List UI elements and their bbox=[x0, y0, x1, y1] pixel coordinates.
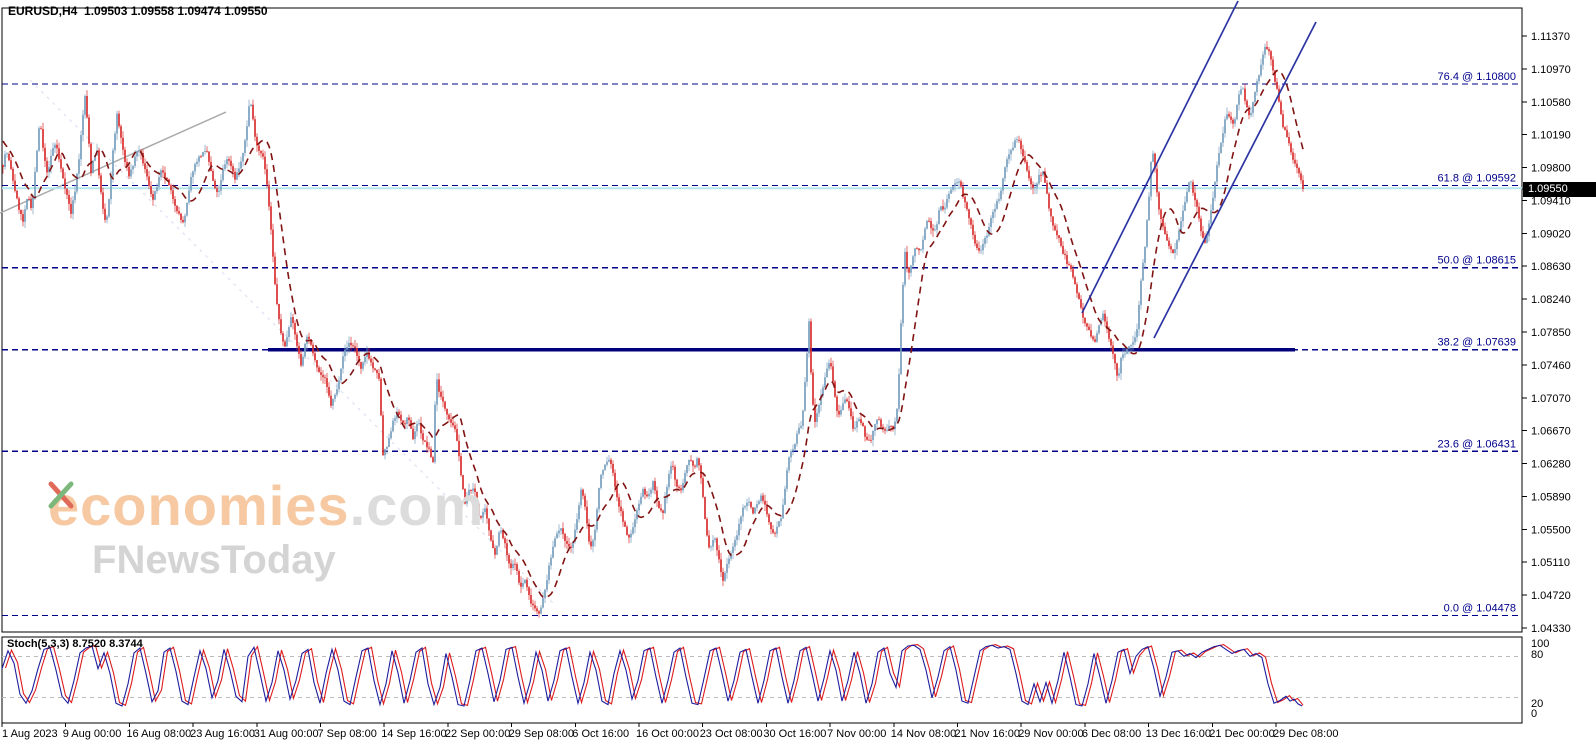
price-axis-label: 1.08630 bbox=[1531, 261, 1571, 273]
stoch-signal-line[interactable] bbox=[4, 644, 1304, 707]
time-axis-label: 21 Nov 16:00 bbox=[955, 728, 1020, 740]
stoch-scale-label: 20 bbox=[1531, 698, 1543, 710]
price-axis-label: 1.10190 bbox=[1531, 130, 1571, 142]
time-axis-label: 6 Dec 08:00 bbox=[1082, 728, 1141, 740]
time-axis-label: 29 Nov 00:00 bbox=[1018, 728, 1083, 740]
price-axis-label: 1.09410 bbox=[1531, 195, 1571, 207]
fib-label-23.6: 23.6 @ 1.06431 bbox=[1438, 438, 1516, 450]
indicator-panel-frame bbox=[1, 636, 1523, 724]
time-axis-label: 7 Sep 08:00 bbox=[318, 728, 377, 740]
time-axis-label: 29 Dec 08:00 bbox=[1273, 728, 1338, 740]
price-axis-label: 1.05500 bbox=[1531, 524, 1571, 536]
time-axis[interactable] bbox=[0, 723, 1596, 743]
stochastic-indicator-label: Stoch(5,3,3) 8.7520 8.3744 bbox=[7, 638, 143, 650]
fib-label-50.0: 50.0 @ 1.08615 bbox=[1438, 255, 1516, 267]
time-axis-label: 13 Dec 16:00 bbox=[1146, 728, 1211, 740]
price-axis-label: 1.10580 bbox=[1531, 97, 1571, 109]
main-chart-frame bbox=[1, 7, 1523, 633]
time-axis-label: 23 Oct 08:00 bbox=[700, 728, 763, 740]
moving-average-line[interactable] bbox=[2, 69, 1304, 599]
channel-trendline-2[interactable] bbox=[1153, 21, 1317, 339]
watermark-tagline: F NewsToday bbox=[48, 481, 484, 580]
time-axis-label: 29 Sep 08:00 bbox=[509, 728, 574, 740]
time-axis-label: 22 Sep 00:00 bbox=[445, 728, 510, 740]
time-axis-label: 16 Aug 08:00 bbox=[126, 728, 191, 740]
current-price-badge: 1.09550 bbox=[1523, 182, 1596, 197]
fib-label-61.8: 61.8 @ 1.09592 bbox=[1438, 173, 1516, 185]
time-axis-label: 6 Oct 16:00 bbox=[572, 728, 629, 740]
price-axis-label: 1.11370 bbox=[1531, 31, 1570, 43]
price-axis-label: 1.04720 bbox=[1531, 590, 1571, 602]
time-axis-label: 9 Aug 00:00 bbox=[63, 728, 122, 740]
stoch-main-line[interactable] bbox=[1, 644, 1303, 707]
time-axis-label: 14 Sep 16:00 bbox=[381, 728, 446, 740]
chart-title: EURUSD,H4 1.09503 1.09558 1.09474 1.0955… bbox=[8, 4, 268, 18]
candles-up-bodies bbox=[4, 46, 1266, 614]
stoch-scale-label: 0 bbox=[1531, 708, 1537, 720]
watermark-brand: economies.com bbox=[48, 474, 485, 537]
price-axis-label: 1.05890 bbox=[1531, 491, 1571, 503]
price-axis-label: 1.04330 bbox=[1531, 623, 1571, 635]
price-axis-label: 1.05110 bbox=[1531, 557, 1570, 569]
fib-label-38.2: 38.2 @ 1.07639 bbox=[1438, 337, 1516, 349]
time-axis-label: 30 Oct 16:00 bbox=[763, 728, 826, 740]
price-axis-label: 1.10970 bbox=[1531, 64, 1571, 76]
time-axis-label: 7 Nov 00:00 bbox=[827, 728, 886, 740]
time-axis-label: 21 Dec 00:00 bbox=[1209, 728, 1274, 740]
fib-label-0.0: 0.0 @ 1.04478 bbox=[1444, 603, 1516, 615]
time-axis-label: 16 Oct 00:00 bbox=[636, 728, 699, 740]
price-axis-label: 1.07850 bbox=[1531, 327, 1571, 339]
time-axis-label: 14 Nov 08:00 bbox=[891, 728, 956, 740]
price-axis-label: 1.07070 bbox=[1531, 393, 1571, 405]
watermark: economies.com F NewsToday bbox=[48, 474, 485, 581]
time-axis-label: 31 Aug 00:00 bbox=[254, 728, 319, 740]
time-axis-label: 23 Aug 16:00 bbox=[190, 728, 255, 740]
price-axis-label: 1.09020 bbox=[1531, 228, 1571, 240]
candles-down-bodies bbox=[2, 46, 1304, 614]
price-axis-label: 1.07460 bbox=[1531, 360, 1571, 372]
channel-trendline-1[interactable] bbox=[1081, 0, 1239, 314]
stoch-scale-label: 80 bbox=[1531, 649, 1543, 661]
time-axis-label: 1 Aug 2023 bbox=[2, 728, 58, 740]
price-axis[interactable] bbox=[1522, 0, 1596, 723]
stoch-scale-label: 100 bbox=[1531, 638, 1549, 650]
fx-cross-icon bbox=[48, 481, 74, 509]
fib-label-76.4: 76.4 @ 1.10800 bbox=[1438, 71, 1516, 83]
price-axis-label: 1.06280 bbox=[1531, 459, 1571, 471]
price-axis-label: 1.08240 bbox=[1531, 294, 1571, 306]
price-axis-label: 1.09800 bbox=[1531, 163, 1571, 175]
price-axis-label: 1.06670 bbox=[1531, 426, 1571, 438]
